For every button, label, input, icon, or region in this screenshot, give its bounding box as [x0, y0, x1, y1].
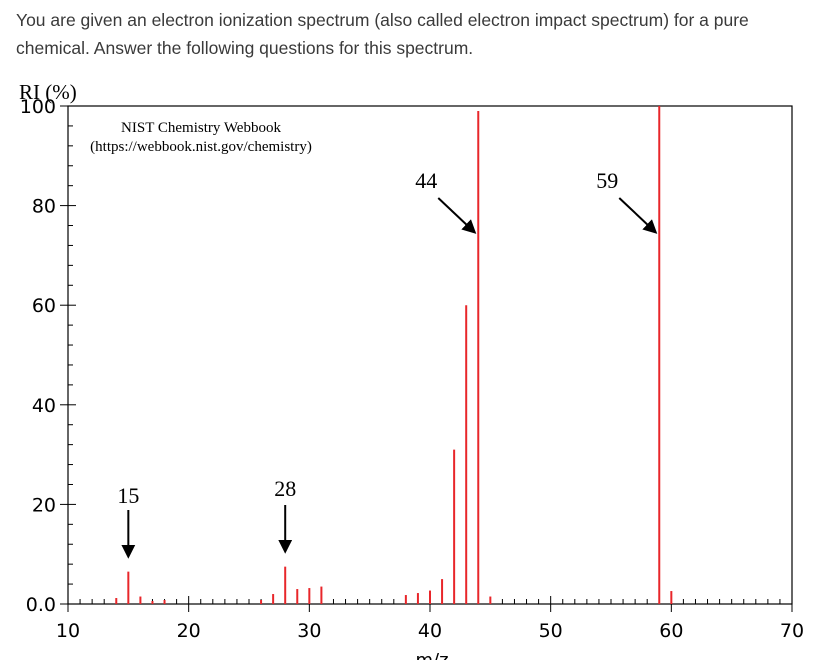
x-tick-label: 50 [539, 620, 563, 642]
question-intro: You are given an electron ionization spe… [16, 6, 806, 62]
y-tick-label: 0.0 [26, 594, 56, 616]
annotation-label-44: 44 [415, 168, 437, 193]
annotation-label-15: 15 [117, 483, 139, 508]
x-tick-label: 60 [659, 620, 683, 642]
y-tick-label: 100 [20, 96, 56, 118]
y-tick-label: 60 [32, 295, 56, 317]
y-tick-label: 80 [32, 196, 56, 218]
nist-watermark-line1: NIST Chemistry Webbook [121, 120, 281, 136]
x-tick-label: 40 [418, 620, 442, 642]
annotation-label-59: 59 [596, 168, 618, 193]
y-tick-label: 20 [32, 494, 56, 516]
x-tick-label: 20 [177, 620, 201, 642]
x-tick-label: 70 [780, 620, 804, 642]
annotation-arrow-44 [437, 197, 477, 234]
annotation-label-28: 28 [274, 476, 296, 501]
y-tick-label: 40 [32, 395, 56, 417]
x-tick-label: 10 [56, 620, 80, 642]
y-axis-label: RI (%) [19, 80, 77, 104]
annotation-arrow-59 [618, 197, 658, 234]
x-tick-label: 30 [297, 620, 321, 642]
intro-text: You are given an electron ionization spe… [16, 10, 749, 58]
x-axis-label: m/z [415, 650, 448, 660]
nist-watermark-line2: (https://webbook.nist.gov/chemistry) [90, 139, 312, 155]
